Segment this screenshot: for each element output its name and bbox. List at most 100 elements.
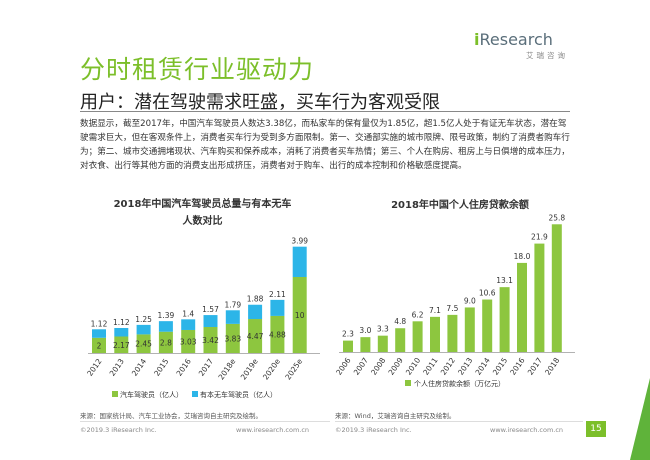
- left-x-tick-label: 2016: [175, 357, 193, 378]
- left-chart-title: 2018年中国汽车驾驶员总量与有本无车人数对比: [113, 199, 292, 227]
- body-paragraph: 数据显示，截至2017年，中国汽车驾驶员人数达3.38亿，而私家车的保有量仅为1…: [80, 119, 570, 171]
- right-x-tick-label: 2007: [352, 356, 370, 377]
- left-legend-label-drivers: 汽车驾驶员（亿人）: [120, 390, 183, 399]
- left-bar-drivers-label: 3.03: [180, 337, 197, 346]
- left-bar-drivers-label: 4.88: [269, 330, 286, 339]
- right-bar-value-label: 4.8: [394, 317, 406, 326]
- right-bar: [534, 243, 545, 352]
- right-bar-value-label: 7.1: [429, 306, 441, 315]
- left-bar-unowned-label: 3.99: [291, 237, 308, 246]
- left-legend-label-unowned: 有本无车驾驶员（亿人）: [200, 390, 277, 399]
- footer-copyright-left: ©2019.3 iResearch Inc.: [80, 426, 157, 434]
- right-bar: [482, 299, 493, 352]
- right-bar-value-label: 18.0: [514, 252, 531, 261]
- right-x-tick-label: 2012: [439, 356, 457, 377]
- right-bar-value-label: 3.0: [359, 326, 371, 335]
- right-bar: [517, 262, 527, 352]
- left-x-tick-label: 2017: [197, 357, 215, 378]
- left-bar-drivers: [225, 323, 240, 353]
- left-bar-drivers: [92, 337, 106, 353]
- right-bar: [551, 224, 562, 352]
- footer-divider-right: [335, 421, 583, 422]
- left-legend-swatch-drivers: [112, 391, 118, 397]
- right-bar-value-label: 9.0: [464, 296, 476, 305]
- right-bar-value-label: 2.3: [342, 330, 354, 339]
- left-bar-drivers-label: 2: [97, 341, 102, 350]
- right-bar-value-label: 21.9: [531, 233, 548, 242]
- right-bar: [464, 307, 475, 352]
- footer-url-left: www.iresearch.com.cn: [236, 426, 310, 434]
- right-x-tick-label: 2011: [421, 356, 439, 377]
- left-x-tick-label: 2013: [108, 357, 126, 378]
- right-bar: [395, 328, 406, 352]
- left-x-tick-label: 2012: [85, 357, 103, 378]
- left-bar-drivers: [181, 329, 196, 353]
- logo-subtitle: 艾瑞咨询: [526, 51, 568, 60]
- right-x-tick-label: 2015: [491, 356, 509, 377]
- left-chart: 2 1.12 2012 2.17 1.12 2013 2.45 1.25 2014 2.8 1.39…: [85, 237, 320, 399]
- left-legend-swatch-unowned: [192, 391, 198, 397]
- left-bar-unowned-label: 1.4: [182, 309, 194, 318]
- iresearch-logo: iResearch 艾瑞咨询: [474, 30, 584, 70]
- left-bar-unowned-label: 1.57: [202, 305, 219, 314]
- right-bar-value-label: 25.8: [548, 213, 565, 222]
- right-bar: [447, 314, 458, 352]
- page-subtitle: 用户：潜在驾驶需求旺盛，买车行为客观受限: [80, 92, 440, 113]
- right-x-tick-label: 2009: [387, 356, 405, 377]
- left-bar-drivers-label: 3.42: [202, 336, 219, 345]
- left-bar-drivers: [248, 319, 263, 353]
- left-bar-unowned-label: 2.11: [269, 290, 286, 299]
- left-x-tick-label: 2025e: [283, 357, 304, 382]
- title-divider: [80, 111, 570, 112]
- left-bar-drivers: [136, 334, 151, 353]
- right-bar-value-label: 13.1: [496, 276, 513, 285]
- left-bar-drivers: [203, 327, 218, 353]
- left-bar-unowned-label: 1.88: [247, 295, 264, 304]
- left-bar-drivers-label: 10: [295, 311, 305, 320]
- right-x-tick-label: 2010: [404, 356, 422, 377]
- left-bar-unowned: [92, 329, 106, 338]
- right-bar: [343, 340, 353, 352]
- right-x-tick-label: 2008: [369, 356, 387, 377]
- left-bar-unowned: [203, 315, 218, 328]
- right-bar-value-label: 7.5: [446, 304, 458, 313]
- right-bar-value-label: 3.3: [377, 325, 389, 334]
- left-bar-drivers-label: 4.47: [247, 332, 264, 341]
- left-bar-unowned-label: 1.39: [158, 311, 175, 320]
- left-x-tick-label: 2020e: [261, 357, 282, 382]
- right-x-tick-label: 2013: [456, 356, 474, 377]
- right-bar-value-label: 6.2: [412, 310, 424, 319]
- page-title: 分时租赁行业驱动力: [80, 55, 315, 84]
- left-source-note: 来源：国家统计局、汽车工业协会，艾瑞咨询自主研究及绘制。: [80, 412, 262, 420]
- footer-url-right: www.iresearch.com.cn: [490, 426, 564, 434]
- right-bar: [412, 321, 423, 352]
- right-bar: [377, 335, 388, 352]
- left-bar-unowned: [114, 327, 129, 337]
- left-bar-drivers: [114, 336, 129, 353]
- corner-decoration: [630, 378, 650, 460]
- right-legend-swatch: [405, 380, 411, 386]
- right-x-tick-label: 2016: [508, 356, 526, 377]
- footer-divider-left: [80, 421, 330, 422]
- right-source-note: 来源：Wind，艾瑞咨询自主研究及绘制。: [335, 412, 456, 420]
- right-x-tick-label: 2017: [526, 356, 544, 377]
- right-chart-title: 2018年中国个人住房贷款余额: [391, 200, 529, 211]
- left-bar-unowned: [136, 324, 151, 335]
- left-bar-drivers: [158, 331, 173, 353]
- right-bar-value-label: 10.6: [479, 289, 496, 298]
- left-bar-unowned-label: 1.79: [224, 300, 241, 309]
- left-bar-unowned-label: 1.25: [135, 315, 152, 324]
- right-bar: [430, 316, 440, 352]
- right-x-tick-label: 2014: [474, 356, 492, 377]
- left-bar-unowned: [270, 299, 285, 316]
- left-bar-unowned-label: 1.12: [113, 318, 130, 327]
- right-x-tick-label: 2018: [543, 356, 561, 377]
- page-number: 15: [586, 421, 606, 437]
- left-bar-unowned: [248, 304, 263, 320]
- left-bar-drivers: [270, 315, 285, 353]
- footer-copyright-right: ©2019.3 iResearch Inc.: [335, 426, 412, 434]
- logo-wordmark: iResearch: [474, 30, 553, 49]
- left-bar-drivers-label: 2.8: [160, 338, 172, 347]
- left-x-tick-label: 2019e: [239, 357, 260, 382]
- left-x-tick-label: 2018e: [216, 357, 237, 382]
